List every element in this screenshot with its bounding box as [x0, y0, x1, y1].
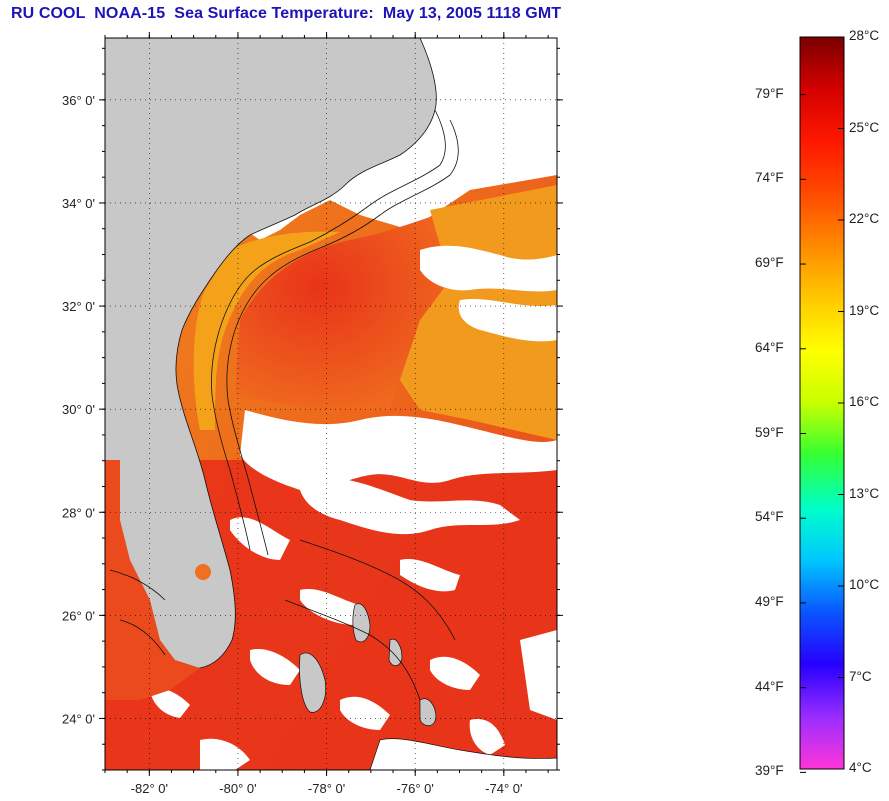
lake-okeechobee [195, 564, 211, 580]
bathymetry-contours [109, 109, 459, 701]
lat-label: 34° 0' [62, 196, 95, 211]
colorbar-label-fahrenheit: 79°F [755, 85, 784, 101]
lon-label: -78° 0' [308, 781, 345, 796]
map-title: RU COOL NOAA-15 Sea Surface Temperature:… [11, 5, 562, 22]
lat-label: 28° 0' [62, 505, 95, 520]
colorbar-label-celsius: 28°C [849, 28, 880, 43]
colorbar-label-fahrenheit: 74°F [755, 170, 784, 186]
lat-label: 26° 0' [62, 608, 95, 623]
lon-label: -76° 0' [397, 781, 434, 796]
colorbar-label-celsius: 19°C [849, 302, 880, 318]
colorbar-label-celsius: 13°C [849, 485, 880, 501]
cloud-cover [150, 245, 557, 770]
map-border [104, 37, 558, 771]
colorbar-label-fahrenheit: 39°F [755, 763, 784, 779]
colorbar-label-celsius: 25°C [849, 119, 880, 135]
lat-label: 30° 0' [62, 402, 95, 417]
colorbar-label-fahrenheit: 69°F [755, 255, 784, 271]
colorbar-label-celsius: 4°C [849, 760, 872, 775]
latitude-labels: 36° 0' 34° 0' 32° 0' 30° 0' 28° 0' 26° 0' 24° … [62, 93, 95, 727]
colorbar-label-celsius: 22°C [849, 211, 880, 226]
lat-label: 36° 0' [62, 93, 95, 108]
gulf-stream [235, 205, 474, 410]
lon-label: -80° 0' [219, 781, 256, 796]
shelf-water [193, 231, 340, 430]
lat-label: 24° 0' [62, 711, 95, 726]
colorbar-label-fahrenheit: 54°F [755, 509, 784, 525]
colorbar-label-fahrenheit: 64°F [755, 339, 784, 355]
colorbar [799, 36, 845, 770]
gulf-of-mexico [105, 460, 200, 700]
cuba-land [369, 738, 557, 770]
axis-ticks [99, 32, 563, 776]
colorbar-label-fahrenheit: 59°F [755, 424, 784, 440]
longitude-labels: -82° 0' -80° 0' -78° 0' -76° 0' -74° 0' [131, 781, 523, 796]
lon-label: -74° 0' [485, 781, 522, 796]
colorbar-label-celsius: 10°C [849, 577, 880, 592]
lon-label: -82° 0' [131, 781, 168, 796]
graticule [105, 38, 557, 770]
colorbar-label-fahrenheit: 44°F [755, 678, 784, 694]
colorbar-ticks [800, 36, 844, 773]
lat-label: 32° 0' [62, 299, 95, 314]
colorbar-label-fahrenheit: 49°F [755, 593, 784, 609]
colorbar-label-celsius: 7°C [849, 668, 872, 684]
colorbar-label-celsius: 16°C [849, 394, 880, 409]
